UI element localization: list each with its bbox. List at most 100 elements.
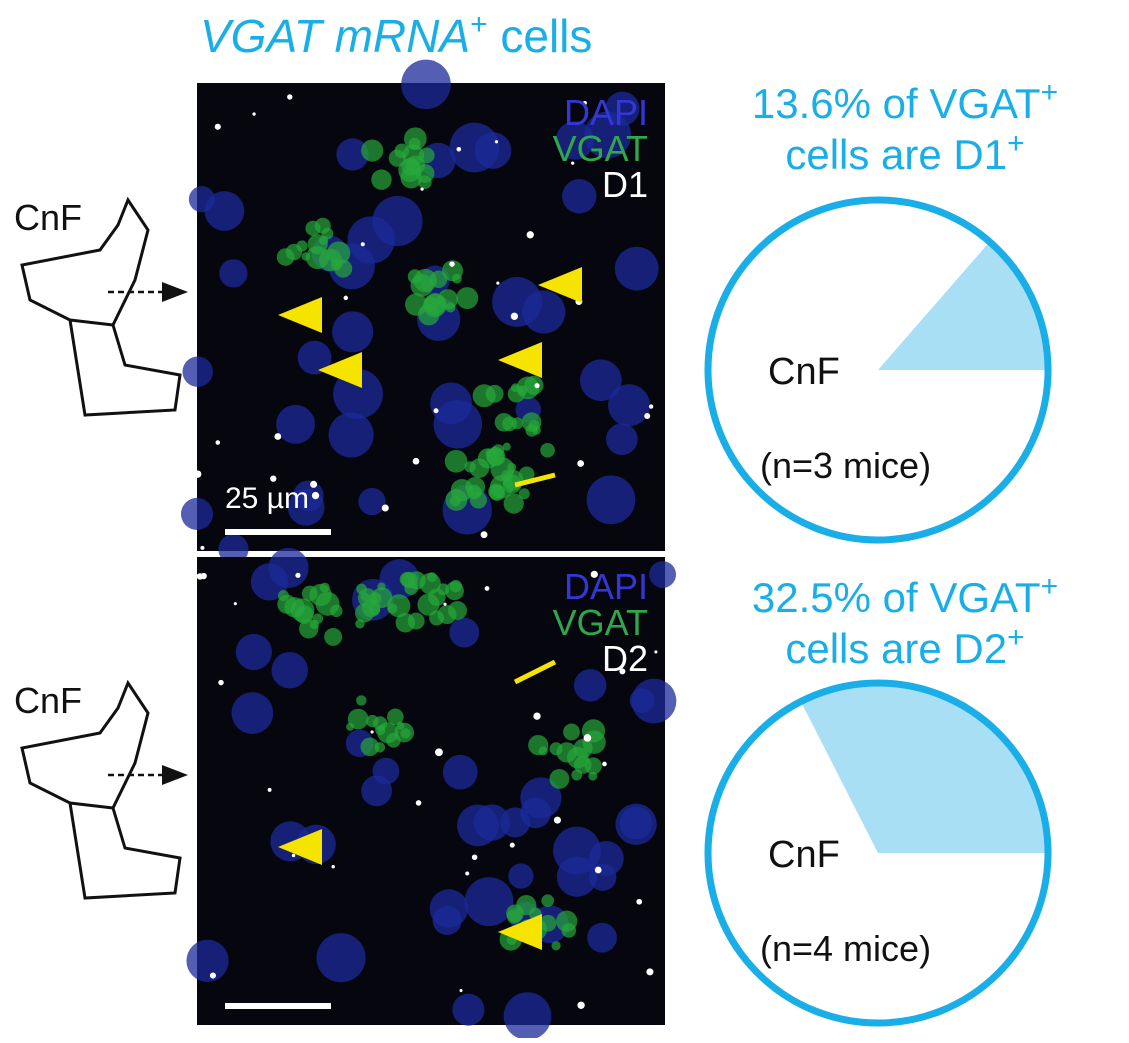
vgat-signal: [489, 484, 506, 501]
vgat-signal: [400, 728, 411, 739]
vgat-signal: [445, 489, 468, 511]
dopamine-receptor-puncta: [270, 475, 277, 482]
vgat-signal: [502, 442, 511, 451]
vgat-signal: [305, 220, 321, 236]
dopamine-receptor-puncta: [471, 854, 478, 861]
pie-title: 32.5% of VGAT+: [752, 570, 1058, 621]
vgat-signal: [276, 248, 295, 266]
arrowhead: [498, 342, 542, 378]
nucleus: [605, 423, 638, 456]
dopamine-receptor-puncta: [214, 123, 221, 130]
dopamine-receptor-puncta: [381, 504, 389, 512]
vgat-signal: [549, 742, 563, 756]
vgat-signal: [549, 769, 570, 789]
vgat-signal: [377, 582, 386, 591]
channel-label: VGAT: [553, 602, 648, 643]
vgat-signal: [551, 941, 561, 951]
nucleus: [442, 754, 478, 790]
vgat-signal: [346, 722, 355, 731]
vgat-signal: [588, 771, 598, 781]
brain-region-outline: [20, 679, 182, 900]
nucleus: [464, 877, 514, 927]
nucleus: [615, 803, 657, 845]
nucleus: [587, 922, 617, 953]
nucleus: [449, 617, 480, 648]
nucleus: [332, 311, 374, 353]
dopamine-receptor-puncta: [590, 570, 598, 578]
dopamine-receptor-puncta: [594, 866, 602, 874]
pie-value-label: 13.6%: [752, 80, 871, 127]
vgat-signal: [301, 585, 318, 602]
dopamine-receptor-puncta: [465, 871, 470, 876]
pie-title-sup: +: [1007, 127, 1025, 160]
vgat-signal: [407, 612, 425, 630]
nucleus: [297, 340, 332, 375]
dopamine-receptor-puncta: [636, 898, 643, 905]
vgat-signal: [417, 175, 432, 190]
nucleus: [271, 652, 308, 689]
nucleus: [614, 246, 659, 291]
vgat-signal: [456, 287, 479, 310]
nucleus: [452, 993, 485, 1026]
dopamine-receptor-puncta: [571, 161, 575, 165]
nucleus: [508, 863, 534, 889]
vgat-signal: [541, 894, 554, 907]
dopamine-receptor-puncta: [654, 650, 658, 654]
channel-label: DAPI: [564, 92, 648, 133]
dopamine-receptor-puncta: [370, 730, 374, 734]
dopamine-receptor-puncta: [343, 295, 349, 301]
dopamine-receptor-puncta: [194, 470, 202, 478]
micrograph: [197, 557, 665, 1025]
nucleus: [235, 633, 272, 671]
section-arrowhead: [162, 282, 188, 302]
nucleus: [503, 992, 552, 1040]
dopamine-receptor-puncta: [494, 140, 499, 144]
vgat-signal: [319, 235, 329, 246]
scale-bar: [225, 529, 331, 535]
vgat-signal: [472, 384, 496, 408]
channel-label: DAPI: [564, 566, 648, 607]
dopamine-receptor-puncta: [619, 668, 626, 675]
vgat-signal: [326, 241, 351, 265]
vgat-signal: [540, 442, 555, 458]
region-label: CnF: [14, 680, 82, 721]
nucleus: [336, 138, 369, 171]
vgat-signal: [573, 738, 593, 759]
dopamine-receptor-puncta: [459, 989, 463, 993]
vgat-signal: [507, 462, 517, 472]
pie-slice: [878, 241, 1048, 370]
brain-region-outline: [20, 196, 182, 417]
dopamine-receptor-puncta: [526, 231, 534, 239]
vgat-signal: [373, 716, 388, 731]
nucleus: [562, 179, 597, 214]
vgat-signal: [371, 169, 392, 190]
pie-title-sup: +: [1007, 621, 1025, 654]
pie-title-text: of VGAT: [871, 80, 1041, 127]
nucleus: [608, 384, 651, 427]
dopamine-receptor-puncta: [415, 800, 422, 806]
vgat-signal: [387, 708, 404, 726]
nucleus: [573, 669, 607, 702]
dopamine-receptor-puncta: [553, 816, 561, 824]
dopamine-receptor-puncta: [534, 383, 540, 389]
vgat-signal: [361, 139, 384, 162]
vgat-signal: [561, 923, 577, 938]
arrowhead: [318, 352, 362, 388]
vgat-signal: [417, 593, 440, 616]
nucleus: [219, 259, 248, 288]
vgat-signal: [469, 458, 490, 479]
vgat-signal: [386, 733, 401, 748]
dopamine-receptor-puncta: [267, 787, 272, 792]
vgat-signal: [355, 603, 374, 623]
nucleus: [372, 757, 400, 785]
dopamine-receptor-puncta: [200, 545, 205, 550]
arrowhead: [278, 297, 322, 333]
dopamine-receptor-puncta: [646, 968, 654, 976]
dopamine-receptor-puncta: [582, 100, 587, 105]
nucleus: [555, 121, 595, 160]
dopamine-receptor-puncta: [577, 460, 585, 467]
dopamine-receptor-puncta: [480, 531, 488, 539]
nucleus: [328, 412, 374, 458]
vgat-signal: [502, 416, 518, 432]
vgat-signal: [525, 424, 538, 437]
